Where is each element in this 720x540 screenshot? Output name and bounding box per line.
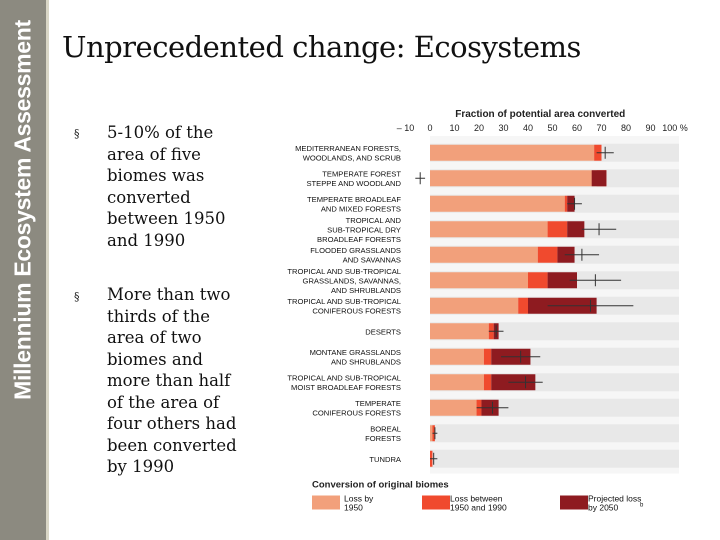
x-tick-label: 40 — [523, 123, 533, 133]
legend-label: 1950 and 1990 — [450, 503, 507, 513]
category-label: MEDITERRANEAN FORESTS, — [295, 144, 401, 153]
x-tick-label: 10 — [449, 123, 459, 133]
category-label: FLOODED GRASSLANDS — [310, 246, 401, 255]
legend-label: Loss by — [344, 494, 374, 504]
x-tick-label: 0 — [427, 123, 432, 133]
category-label: TROPICAL AND SUB-TROPICAL — [287, 267, 401, 276]
bullet-text-1: 5-10% of the area of five biomes was con… — [107, 123, 226, 250]
category-label: SUB-TROPICAL DRY — [327, 225, 401, 234]
bar-segment — [430, 374, 484, 391]
category-label: TEMPERATE BROADLEAF — [307, 195, 401, 204]
category-label: TROPICAL AND — [346, 216, 402, 225]
legend-superscript: b — [640, 503, 644, 509]
legend-label: Loss between — [450, 494, 503, 504]
bar-segment — [564, 195, 568, 212]
x-tick-label: 100 % — [662, 123, 688, 133]
category-label: BROADLEAF FORESTS — [317, 235, 401, 244]
category-label: GRASSLANDS, SAVANNAS, — [303, 276, 401, 285]
category-label: TEMPERATE — [355, 399, 401, 408]
x-tick-label: 30 — [498, 123, 508, 133]
x-tick-label: 50 — [547, 123, 557, 133]
sidebar-divider — [46, 0, 49, 540]
bar-segment — [430, 170, 597, 187]
category-label: MONTANE GRASSLANDS — [310, 348, 401, 357]
biome-conversion-chart: Fraction of potential area converted – 10… — [250, 100, 710, 530]
category-label: AND SAVANNAS — [343, 256, 401, 265]
bar-segment — [518, 297, 528, 314]
x-tick-label: 80 — [621, 123, 631, 133]
bar-segment — [547, 221, 568, 238]
category-label: MOIST BROADLEAF FORESTS — [291, 383, 401, 392]
chart-svg: Fraction of potential area converted – 10… — [287, 109, 688, 513]
category-label: FORESTS — [365, 434, 401, 443]
bar-segment — [430, 425, 433, 442]
bar-segment — [430, 399, 477, 416]
category-label: TEMPERATE FOREST — [322, 170, 401, 179]
legend-label: 1950 — [344, 503, 363, 513]
bullet-marker-1: § — [74, 127, 80, 140]
legend-label: by 2050 — [588, 503, 619, 513]
bar-segment — [483, 374, 492, 391]
category-label: AND SHRUBLANDS — [331, 358, 401, 367]
category-label: STEPPE AND WOODLAND — [306, 179, 401, 188]
row-band — [430, 424, 679, 443]
legend-swatch — [422, 495, 450, 510]
bar-segment — [430, 297, 519, 314]
x-tick-label: 60 — [572, 123, 582, 133]
category-label: BOREAL — [370, 425, 401, 434]
bar-segment — [430, 323, 489, 340]
category-label: CONIFEROUS FORESTS — [312, 307, 401, 316]
bar-segment — [430, 246, 538, 263]
bar-segment — [430, 272, 528, 289]
brand-logo-text: Millennium Ecosystem Assessment — [9, 20, 36, 400]
bar-segment — [547, 272, 577, 289]
x-tick-label: 20 — [474, 123, 484, 133]
category-label: TROPICAL AND SUB-TROPICAL — [287, 374, 401, 383]
bar-segment — [591, 170, 607, 187]
chart-title: Fraction of potential area converted — [455, 109, 625, 120]
sidebar-band: Millennium Ecosystem Assessment — [0, 0, 46, 540]
x-tick-label: 70 — [596, 123, 606, 133]
bar-segment — [430, 348, 484, 365]
row-band — [430, 449, 679, 468]
category-label: TUNDRA — [369, 455, 402, 464]
x-tick-label: – 10 — [397, 123, 415, 133]
legend-title: Conversion of original biomes — [312, 480, 449, 491]
bar-segment — [430, 221, 548, 238]
slide-title: Unprecedented change: Ecosystems — [62, 30, 581, 64]
bar-segment — [567, 221, 585, 238]
bar-segment — [528, 272, 548, 289]
category-label: CONIFEROUS FORESTS — [312, 409, 401, 418]
category-label: WOODLANDS, AND SCRUB — [303, 154, 401, 163]
bar-segment — [430, 195, 565, 212]
bar-segment — [430, 144, 595, 161]
category-label: TROPICAL AND SUB-TROPICAL — [287, 297, 401, 306]
bar-segment — [483, 348, 492, 365]
bar-segment — [537, 246, 558, 263]
legend-label: Projected loss — [588, 494, 641, 504]
bullet-text-2: More than two thirds of the area of two … — [107, 285, 237, 476]
legend-swatch — [560, 495, 588, 510]
category-label: DESERTS — [365, 327, 401, 336]
x-tick-label: 90 — [645, 123, 655, 133]
category-label: AND SHRUBLANDS — [331, 286, 401, 295]
category-label: AND MIXED FORESTS — [321, 205, 401, 214]
legend-swatch — [312, 495, 340, 510]
bullet-marker-2: § — [74, 290, 80, 303]
